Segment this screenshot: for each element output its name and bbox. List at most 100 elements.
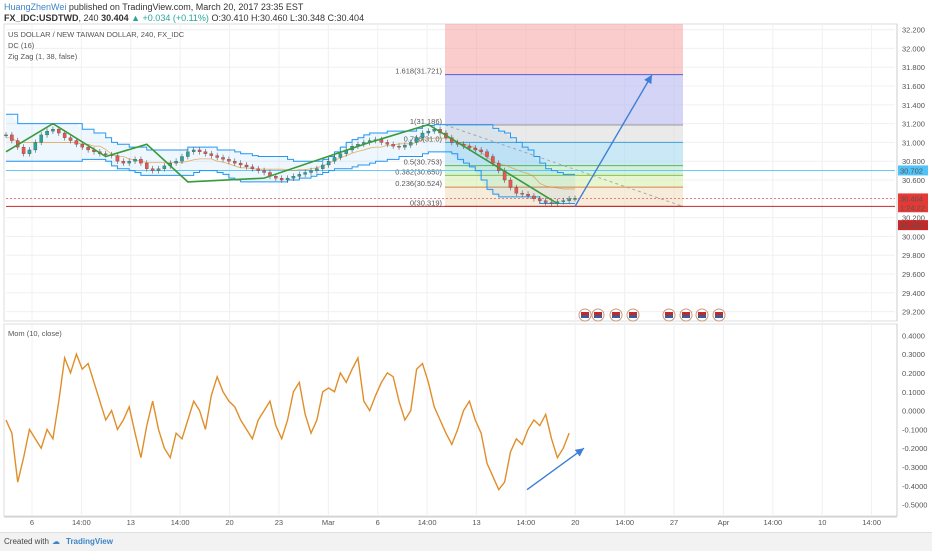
- chart-title: US DOLLAR / NEW TAIWAN DOLLAR, 240, FX_I…: [8, 30, 185, 39]
- candle-body: [127, 161, 131, 164]
- candle-body: [139, 159, 143, 164]
- momentum-tick-label: 0.2000: [902, 369, 925, 378]
- price-change: +0.034 (+0.11%): [142, 13, 209, 23]
- candle-body: [538, 198, 542, 201]
- symbol-info: FX_IDC:USDTWD, 240 30.404 ▲ +0.034 (+0.1…: [4, 13, 365, 23]
- chart-canvas[interactable]: 1.618(31.721) 1(31.186) 0.786(31.0) 0.5(30.…: [0, 0, 932, 532]
- candle-body: [145, 162, 149, 169]
- candle-body: [74, 140, 79, 145]
- donchian-upper-line: [6, 113, 575, 175]
- candle-body: [133, 159, 137, 162]
- candle-body: [479, 149, 483, 152]
- footer: Created with ☁ TradingView: [0, 532, 932, 551]
- candle-body: [162, 165, 167, 169]
- fib-level-label: 0(30.319): [410, 198, 443, 207]
- candle-body: [543, 200, 548, 203]
- fib-level-label: 0.786(31.0): [404, 134, 443, 143]
- event-flag-stripe: [581, 312, 589, 315]
- momentum-tick-label: -0.1000: [902, 425, 927, 434]
- price-tick-label: 29.200: [902, 308, 925, 317]
- candle-body: [526, 193, 530, 197]
- time-tick-label: 10: [818, 518, 826, 527]
- momentum-tick-label: 0.1000: [902, 388, 925, 397]
- candle-body: [426, 130, 431, 134]
- zigzag-legend: Zig Zag (1, 38, false): [8, 52, 78, 61]
- price-axis[interactable]: 32.200 32.000 31.800 31.600 31.400 31.200 31.0…: [896, 24, 928, 321]
- candle-body: [156, 168, 161, 171]
- momentum-tick-label: -0.5000: [902, 501, 927, 510]
- candle-body: [549, 202, 554, 204]
- time-axis[interactable]: 6 14:00 13 14:00 20 23 Mar 6 14:00 13 14:00 20 14:00…: [4, 516, 897, 527]
- momentum-axis[interactable]: 0.4000 0.3000 0.2000 0.1000 0.0000 -0.1000 -0.…: [896, 324, 927, 516]
- candle-body: [174, 161, 178, 164]
- momentum-indicator: [5, 352, 570, 491]
- time-tick-label: Mar: [322, 518, 335, 527]
- candle-body: [57, 129, 61, 134]
- event-flag-stripe: [698, 312, 706, 315]
- candle-body: [520, 193, 524, 195]
- time-tick-label: 6: [376, 518, 380, 527]
- price-tick-label: 30.200: [902, 214, 925, 223]
- price-tick-label: 31.400: [902, 101, 925, 110]
- publish-info: HuangZhenWei published on TradingView.co…: [4, 2, 303, 12]
- candle-body: [397, 146, 401, 148]
- ohlc-values: O:30.410 H:30.460 L:30.348 C:30.404: [211, 13, 365, 23]
- time-tick-label: 20: [225, 518, 233, 527]
- published-text: published on TradingView.com, March 20, …: [68, 2, 304, 12]
- time-tick-label: 14:00: [171, 518, 190, 527]
- candle-body: [291, 176, 296, 179]
- price-tick-label: 29.600: [902, 270, 925, 279]
- candle-body: [385, 142, 390, 145]
- event-flag-stripe: [665, 312, 673, 315]
- momentum-pane: [3, 323, 898, 517]
- event-flag-stripe: [715, 312, 723, 315]
- price-label-text: 30.404: [900, 194, 923, 203]
- candle-body: [303, 172, 307, 175]
- price-tick-label: 30.800: [902, 157, 925, 166]
- candle-body: [332, 157, 337, 162]
- momentum-tick-label: 0.0000: [902, 407, 925, 416]
- candle-body: [409, 142, 413, 146]
- candle-body: [233, 161, 237, 164]
- event-flags[interactable]: [578, 308, 726, 322]
- time-tick-label: 14:00: [763, 518, 782, 527]
- fib-band: [445, 124, 683, 143]
- candle-body: [10, 134, 14, 141]
- fib-level-label: 1.618(31.721): [395, 67, 442, 76]
- candle-body: [432, 129, 436, 132]
- change-up-icon: ▲: [131, 13, 141, 23]
- event-flag-stripe: [612, 312, 620, 315]
- fib-band: [445, 187, 683, 207]
- candle-body: [115, 155, 120, 162]
- candle-body: [285, 177, 290, 181]
- candle-body: [45, 130, 49, 136]
- zigzag-line: [5, 122, 558, 205]
- price-label-badge: [898, 165, 928, 176]
- price-tick-label: 30.000: [902, 232, 925, 241]
- momentum-divergence-arrow: [526, 447, 585, 491]
- candle-body: [256, 168, 260, 171]
- momentum-tick-label: -0.3000: [902, 463, 927, 472]
- event-flag-stripe: [629, 312, 637, 315]
- time-tick-label: 14:00: [516, 518, 535, 527]
- time-tick-label: 13: [472, 518, 480, 527]
- candles: [4, 126, 577, 207]
- fib-band: [445, 175, 683, 188]
- dc-legend: DC (16): [8, 41, 35, 50]
- candle-body: [420, 132, 425, 138]
- candle-body: [573, 198, 577, 200]
- price-tick-label: 32.200: [902, 26, 925, 35]
- price-label-badge: [898, 193, 928, 204]
- candle-body: [21, 146, 26, 154]
- tradingview-brand[interactable]: TradingView: [66, 537, 113, 546]
- last-price: 30.404: [101, 13, 129, 23]
- candle-body: [338, 153, 343, 158]
- momentum-tick-label: -0.2000: [902, 444, 927, 453]
- candle-body: [561, 200, 566, 202]
- candle-body: [186, 151, 190, 157]
- price-tick-label: 30.600: [902, 176, 925, 185]
- author-link[interactable]: HuangZhenWei: [4, 2, 67, 12]
- candle-body: [532, 195, 536, 199]
- candle-body: [321, 164, 325, 169]
- time-tick-label: 14:00: [615, 518, 634, 527]
